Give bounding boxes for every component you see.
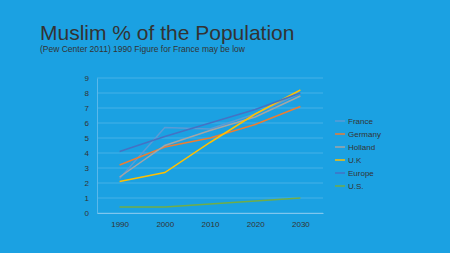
legend-swatch [335,146,345,148]
series-line [120,198,301,207]
legend-label: U.K [348,156,362,165]
y-tick: 5 [85,134,97,143]
x-tick: 2020 [247,213,265,229]
y-tick: 0 [85,209,97,218]
x-tick: 2000 [156,213,174,229]
grid-line [97,108,323,109]
title: Muslim % of the Population [40,21,294,44]
y-axis: 0 1 2 3 4 5 6 7 8 9 [85,74,98,218]
legend: France Germany Holland U.K Europe U.S. [335,117,381,191]
legend-swatch [335,120,345,122]
series-line [120,93,301,152]
y-tick-label: 0 [85,209,90,218]
legend-label: France [348,117,373,126]
x-tick-label: 2010 [202,220,220,229]
y-tick: 2 [85,179,97,188]
x-tick-label: 1990 [111,220,129,229]
series-line [120,93,301,179]
x-tick-label: 2000 [156,220,174,229]
series-line [120,90,301,182]
y-tick: 3 [85,164,97,173]
y-tick: 6 [85,119,97,128]
legend-swatch [335,172,345,174]
y-tick-label: 2 [85,179,90,188]
y-tick-label: 8 [85,89,90,98]
x-axis-line [98,213,324,214]
y-tick: 4 [85,149,97,158]
grid [97,78,323,213]
x-axis: 1990 2000 2010 2020 2030 [98,213,324,229]
y-tick: 9 [85,74,97,83]
x-tick: 2030 [292,213,310,229]
y-tick-label: 6 [85,119,90,128]
series-line [120,107,301,166]
y-tick: 1 [85,194,97,203]
y-tick-label: 3 [85,164,90,173]
y-tick-label: 4 [85,149,90,158]
y-tick-label: 9 [85,74,90,83]
x-tick: 1990 [111,213,129,229]
legend-label: U.S. [348,182,364,191]
series-line [120,96,301,177]
x-tick-label: 2020 [247,220,265,229]
y-tick: 7 [85,104,97,113]
legend-label: Europe [348,169,374,178]
y-tick-label: 5 [85,134,90,143]
legend-swatch [335,133,345,135]
x-tick: 2010 [202,213,220,229]
grid-line [97,78,323,79]
y-axis-line [97,79,98,214]
legend-swatch [335,159,345,161]
y-tick-label: 1 [85,194,90,203]
legend-swatch [335,185,345,187]
subtitle: (Pew Center 2011) 1990 Figure for France… [40,44,246,54]
grid-line [97,213,323,214]
y-tick: 8 [85,89,97,98]
plot-area [120,90,301,207]
legend-label: Holland [348,143,375,152]
grid-line [97,153,323,154]
chart: Muslim % of the Population(Pew Center 20… [0,0,450,253]
legend-label: Germany [348,130,381,139]
grid-line [97,183,323,184]
y-tick-label: 7 [85,104,90,113]
x-tick-label: 2030 [292,220,310,229]
grid-line [97,93,323,94]
